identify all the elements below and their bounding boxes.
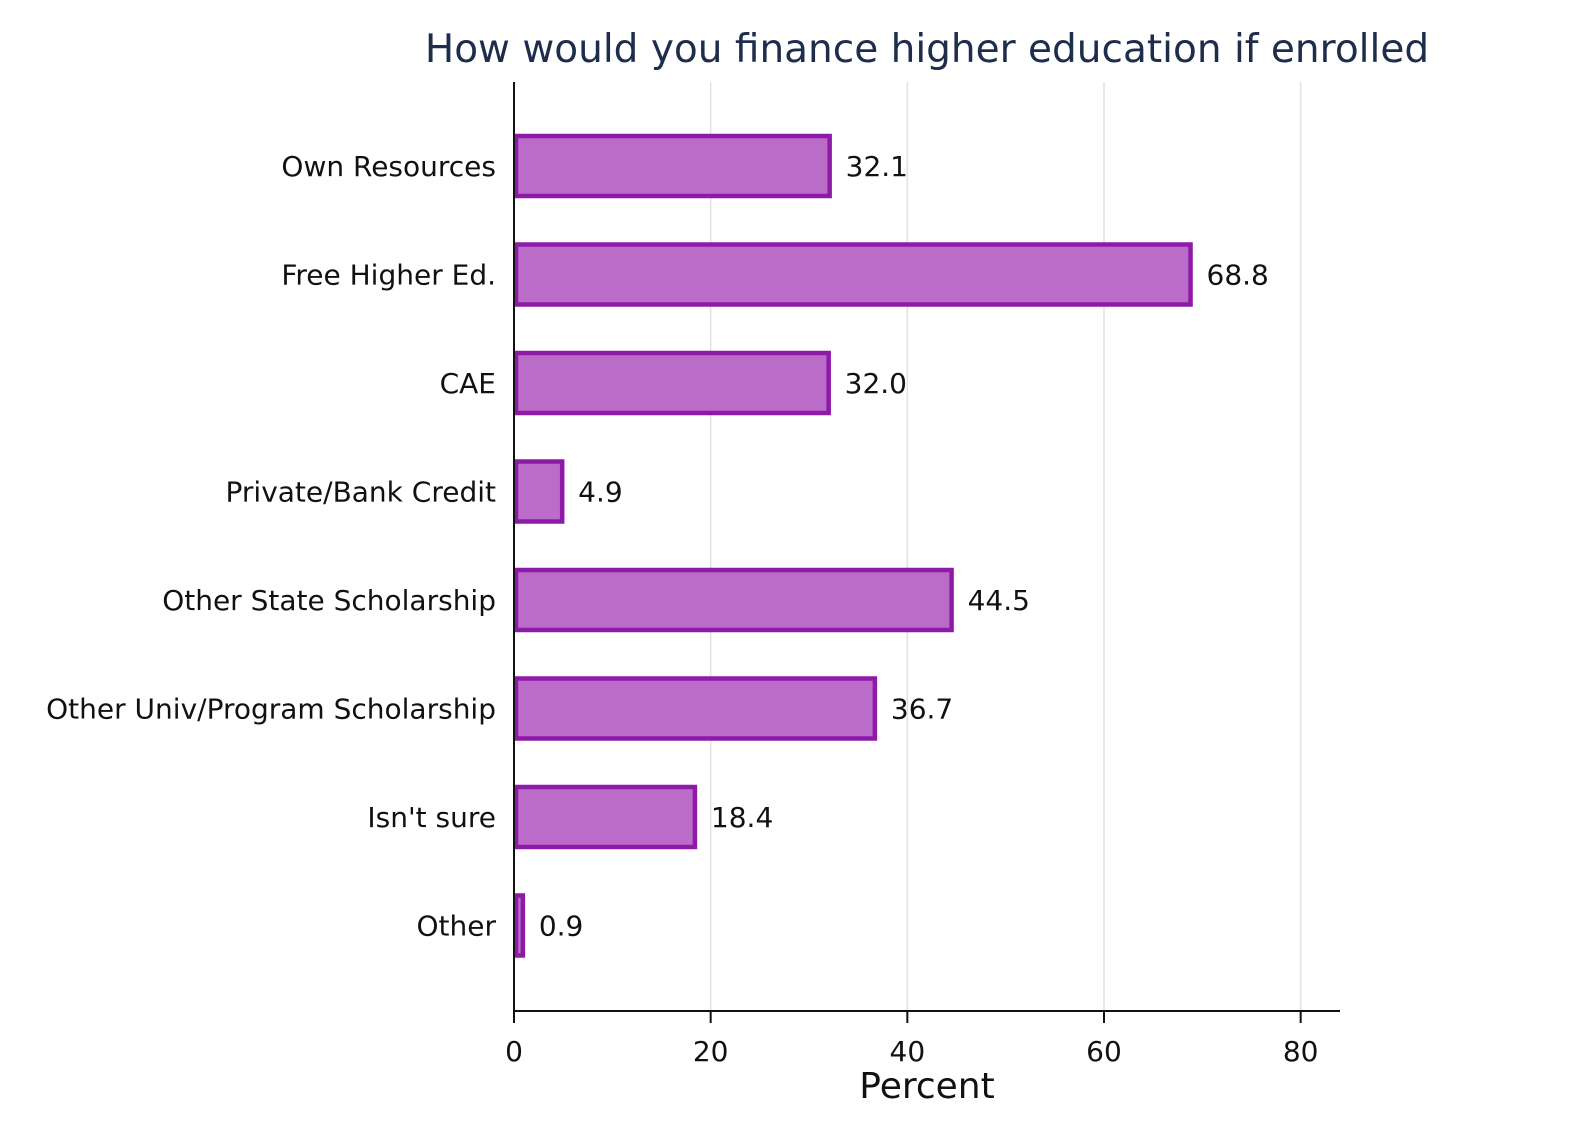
x-tick-label: 60 — [1086, 1035, 1122, 1068]
chart-title: How would you finance higher education i… — [425, 27, 1429, 72]
category-label: Free Higher Ed. — [281, 259, 496, 292]
value-label: 4.9 — [578, 476, 623, 509]
bar — [513, 784, 698, 850]
value-label: 44.5 — [968, 584, 1030, 617]
category-label: Own Resources — [281, 150, 496, 183]
bar — [513, 676, 878, 741]
category-label: Isn't sure — [367, 801, 496, 834]
bar — [513, 567, 954, 633]
value-label: 18.4 — [711, 801, 773, 834]
bar — [513, 242, 1193, 307]
bar — [513, 350, 831, 416]
value-label: 36.7 — [891, 693, 953, 726]
bar — [513, 459, 565, 524]
category-label: Private/Bank Credit — [226, 476, 497, 509]
x-tick-label: 0 — [505, 1035, 523, 1068]
grid-lines — [709, 82, 1302, 1011]
x-tick-label: 40 — [890, 1035, 926, 1068]
axes: 0 20 40 60 80 — [505, 82, 1340, 1068]
value-label: 32.1 — [846, 150, 908, 183]
bar — [513, 893, 526, 958]
category-label: Other State Scholarship — [162, 584, 496, 617]
category-label: CAE — [440, 367, 496, 400]
bars — [513, 133, 1193, 958]
value-label: 68.8 — [1207, 259, 1269, 292]
category-label: Other — [416, 910, 496, 943]
value-label: 0.9 — [539, 910, 584, 943]
x-tick-label: 20 — [693, 1035, 729, 1068]
x-axis-title: Percent — [859, 1066, 994, 1107]
x-tick-label: 80 — [1283, 1035, 1319, 1068]
value-label: 32.0 — [845, 367, 907, 400]
labels: Own Resources 32.1 Free Higher Ed. 68.8 CAE 3… — [46, 150, 1269, 943]
bar — [513, 133, 832, 199]
category-label: Other Univ/Program Scholarship — [46, 693, 496, 726]
